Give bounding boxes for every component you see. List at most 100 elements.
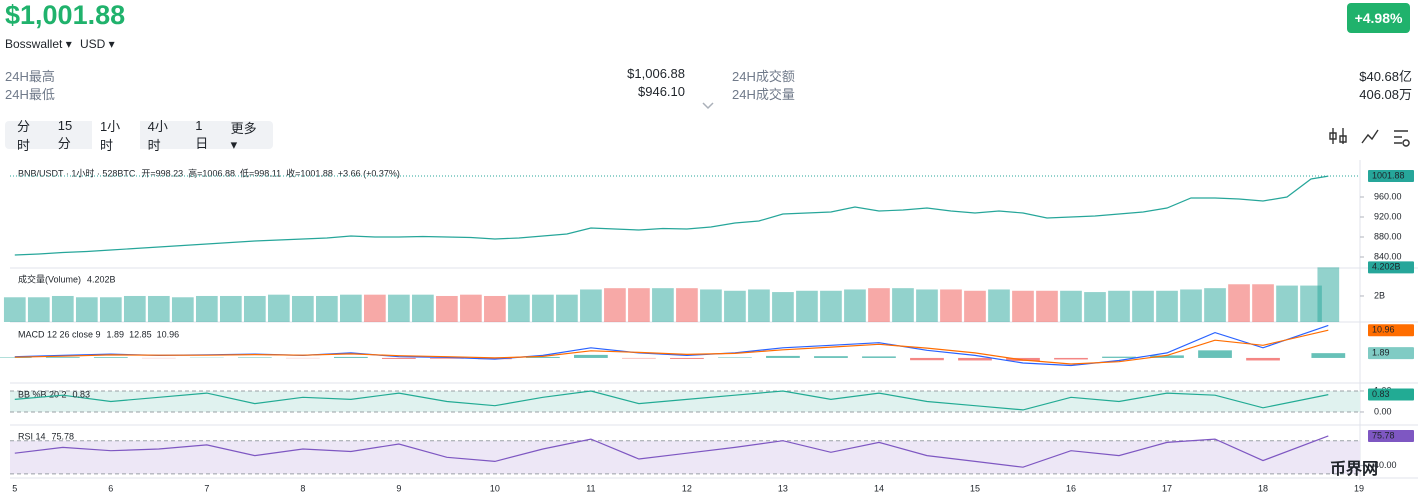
x-tick-label: 17 bbox=[1162, 483, 1172, 493]
pane-title: 成交量(Volume) bbox=[18, 273, 81, 284]
histogram-bar bbox=[1102, 356, 1136, 358]
tab[interactable]: 15分 bbox=[57, 118, 73, 151]
y-tick-label: 880.00 bbox=[1374, 231, 1402, 241]
watermark: 币界网 bbox=[1330, 460, 1378, 478]
stat-value: $40.68亿 bbox=[1359, 69, 1412, 84]
readout: 低=998.11 bbox=[240, 167, 281, 178]
histogram-bar bbox=[1150, 355, 1184, 358]
histogram-bar bbox=[430, 357, 464, 359]
value-tag-label: 4.202B bbox=[1372, 262, 1401, 272]
histogram-bar bbox=[814, 356, 848, 358]
stat-value: 406.08万 bbox=[1359, 87, 1412, 102]
pane-title: MACD 12 26 close 9 bbox=[18, 329, 101, 339]
value-tag-label: 1001.88 bbox=[1372, 170, 1405, 180]
volume-bar bbox=[724, 290, 746, 322]
value-tag bbox=[1368, 170, 1414, 183]
volume-bar bbox=[3, 297, 26, 322]
readout: 0.83 bbox=[73, 389, 91, 399]
x-tick-label: 8 bbox=[300, 483, 305, 493]
volume-bar bbox=[412, 294, 434, 322]
volume-bar bbox=[1108, 290, 1130, 322]
y-tick-label: 920.00 bbox=[1374, 211, 1402, 221]
readout: 4.202B bbox=[87, 274, 116, 284]
volume-bar bbox=[484, 295, 506, 322]
volume-bar bbox=[460, 294, 482, 322]
band bbox=[10, 440, 1360, 474]
volume-bar bbox=[1060, 290, 1082, 322]
volume-bar bbox=[364, 294, 386, 322]
histogram-bar bbox=[45, 357, 80, 358]
value-tag bbox=[1368, 388, 1414, 401]
volume-bar bbox=[340, 294, 362, 322]
volume-bar bbox=[556, 294, 578, 322]
x-tick-label: 13 bbox=[778, 483, 788, 493]
x-tick-label: 9 bbox=[396, 483, 401, 493]
value-tag bbox=[1368, 324, 1414, 337]
histogram-bar bbox=[766, 355, 800, 358]
volume-bar bbox=[99, 297, 122, 322]
tab[interactable]: 更多 ▾ bbox=[230, 120, 257, 152]
series-line bbox=[14, 329, 1329, 365]
x-tick-label: 16 bbox=[1066, 483, 1076, 493]
readout: 高=1006.88 bbox=[188, 167, 235, 178]
volume-bar bbox=[796, 290, 818, 322]
tab[interactable]: 4小时 bbox=[147, 119, 168, 153]
volume-bar bbox=[243, 295, 266, 322]
volume-bar bbox=[892, 288, 914, 322]
y-tick-label: 0.00 bbox=[1374, 406, 1392, 416]
volume-bar bbox=[1276, 285, 1298, 322]
wallet-select[interactable]: Bosswallet ▾ bbox=[5, 37, 72, 51]
value-tag-label: 1.89 bbox=[1372, 348, 1390, 358]
currency: USD bbox=[80, 37, 106, 51]
tab[interactable]: 1日 bbox=[195, 118, 209, 151]
x-tick-label: 12 bbox=[682, 483, 692, 493]
value-tag-label: 10.96 bbox=[1372, 325, 1395, 335]
pane-title: RSI 14 bbox=[18, 431, 46, 441]
value-tag-label: 0.83 bbox=[1372, 389, 1390, 399]
y-tick-label: 40.00 bbox=[1374, 460, 1397, 470]
change-badge[interactable]: +4.98% bbox=[1347, 3, 1410, 33]
volume-bar bbox=[1317, 267, 1340, 322]
stat-value: $1,006.88 bbox=[627, 66, 685, 81]
histogram-bar bbox=[93, 357, 128, 358]
volume-bar bbox=[1036, 290, 1058, 322]
volume-bar bbox=[436, 295, 458, 322]
volume-bar bbox=[267, 294, 290, 322]
x-tick-label: 18 bbox=[1258, 483, 1268, 493]
histogram-bar bbox=[333, 356, 368, 358]
histogram-bar bbox=[670, 357, 704, 359]
volume-bar bbox=[75, 297, 98, 322]
x-tick-label: 5 bbox=[12, 483, 17, 493]
x-tick-label: 10 bbox=[490, 483, 500, 493]
stat-label: 24H成交额 bbox=[732, 69, 795, 84]
histogram-bar bbox=[1246, 357, 1280, 361]
volume-bar bbox=[1084, 292, 1106, 322]
x-tick-label: 7 bbox=[204, 483, 209, 493]
expand-icon[interactable] bbox=[702, 102, 714, 110]
currency-select[interactable]: USD ▾ bbox=[80, 37, 115, 51]
value-tag bbox=[1368, 347, 1414, 360]
pane-title: BB %B 20 2 bbox=[18, 389, 67, 399]
volume-bar bbox=[1204, 288, 1226, 322]
x-tick-label: 6 bbox=[108, 483, 113, 493]
pane-title: BNB/USDT · 1小时 · 528BTC bbox=[18, 167, 136, 178]
readout: 75.78 bbox=[52, 431, 75, 441]
volume-bar bbox=[195, 295, 218, 322]
tab[interactable]: 分时 bbox=[17, 119, 31, 153]
tab[interactable]: 1小时 bbox=[91, 112, 140, 158]
volume-bar bbox=[292, 295, 314, 322]
readout: 1.89 bbox=[107, 329, 125, 339]
series-line bbox=[14, 435, 1329, 468]
volume-bar bbox=[580, 289, 602, 322]
toolbar-icons[interactable] bbox=[1329, 128, 1410, 147]
histogram-bar bbox=[1311, 353, 1346, 358]
y-tick-label: 840.00 bbox=[1374, 251, 1402, 261]
stat-value: $946.10 bbox=[638, 84, 685, 99]
volume-bar bbox=[1228, 284, 1250, 322]
volume-bar bbox=[700, 289, 722, 322]
x-tick-label: 11 bbox=[586, 483, 595, 493]
histogram-bar bbox=[622, 357, 656, 359]
volume-bar bbox=[147, 295, 170, 322]
